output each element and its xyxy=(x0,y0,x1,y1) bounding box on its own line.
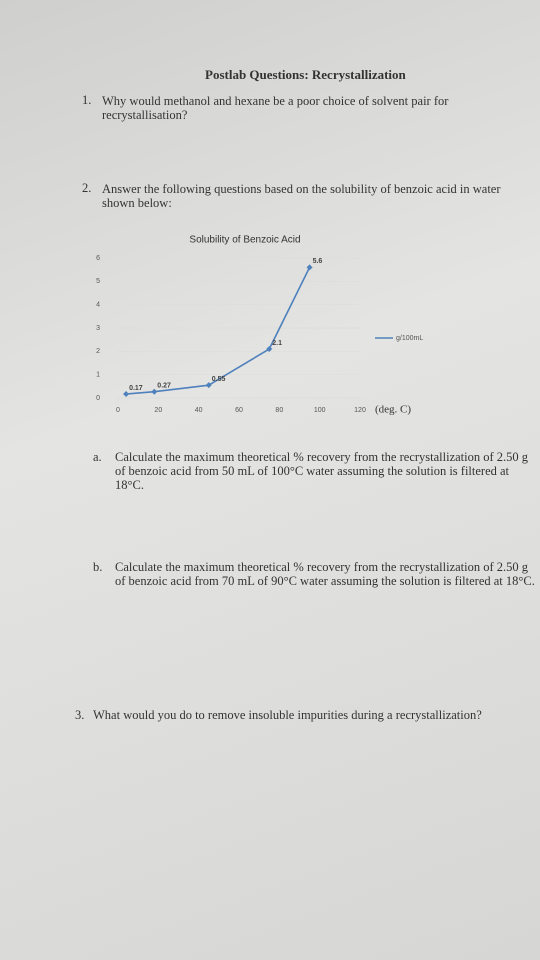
marker xyxy=(205,382,212,389)
data-label: 0.17 xyxy=(129,385,143,392)
data-label: 2.1 xyxy=(272,340,282,347)
marker xyxy=(123,391,130,398)
y-tick-label: 1 xyxy=(96,372,100,379)
x-tick-label: 80 xyxy=(275,407,283,414)
question: What would you do to remove insoluble im… xyxy=(93,708,482,722)
legend-label: g/100mL xyxy=(396,335,423,342)
question: Answer the following questions based on … xyxy=(102,182,501,210)
x-axis-label: (deg. C) xyxy=(375,404,411,416)
y-tick-label: 2 xyxy=(96,348,100,355)
part: Calculate the maximum theoretical % reco… xyxy=(115,450,529,492)
y-tick-label: 3 xyxy=(96,325,100,332)
marker xyxy=(306,264,313,271)
q-number: 1. xyxy=(82,93,92,107)
marker xyxy=(151,388,158,395)
part: Calculate the maximum theoretical % reco… xyxy=(115,560,535,588)
data-label: 5.6 xyxy=(313,258,323,265)
x-tick-label: 20 xyxy=(154,407,162,414)
x-tick-label: 0 xyxy=(116,407,120,414)
question: Why would methanol and hexane be a poor … xyxy=(102,94,449,122)
chart-title: Solubility of Benzoic Acid xyxy=(189,235,300,246)
x-tick-label: 120 xyxy=(354,407,366,414)
x-tick-label: 40 xyxy=(195,407,203,414)
part-number: b. xyxy=(93,560,103,574)
q-number: 3. xyxy=(75,708,85,722)
y-tick-label: 4 xyxy=(96,302,100,309)
y-tick-label: 0 xyxy=(96,395,100,402)
data-label: 0.27 xyxy=(157,383,171,390)
y-tick-label: 5 xyxy=(96,278,100,285)
x-tick-label: 60 xyxy=(235,407,243,414)
chart: Solubility of Benzoic Acid (deg. C) 0 1 2 3… xyxy=(96,235,423,416)
title: Postlab Questions: Recrystallization xyxy=(205,67,406,82)
data-label: 0.55 xyxy=(212,376,226,383)
y-tick-label: 6 xyxy=(96,255,100,262)
marker xyxy=(266,346,273,352)
part-number: a. xyxy=(93,450,102,464)
x-tick-label: 100 xyxy=(314,407,326,414)
q-number: 2. xyxy=(82,181,92,195)
